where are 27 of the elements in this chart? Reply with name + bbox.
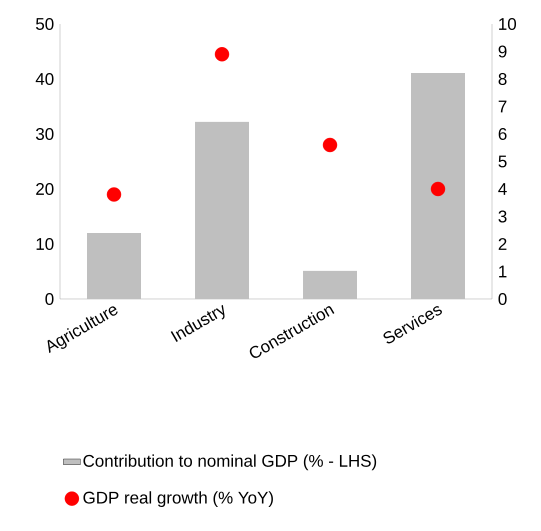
y-tick-label: 0: [45, 292, 54, 305]
y2-tick-label: 9: [498, 45, 506, 58]
point: [106, 187, 122, 202]
y2-tick-label: 8: [498, 72, 507, 85]
y-tick-label: 10: [36, 238, 54, 250]
y2-tick-label: 6: [498, 128, 507, 140]
y-tick-label: 20: [36, 182, 54, 195]
y2-tick-label: 0: [498, 292, 507, 305]
point: [214, 47, 230, 62]
point: [430, 182, 446, 196]
y2-tick-label: 1: [499, 266, 506, 278]
legend-label: Contribution to nominal GDP (% - LHS): [83, 454, 376, 470]
y-tick-label: 30: [36, 128, 54, 140]
y2-tick-label: 7: [498, 100, 506, 112]
y2-tick-label: 3: [498, 210, 507, 222]
bar: [303, 270, 358, 299]
y-tick-label: 50: [36, 18, 54, 30]
y2-tick-label: 4: [498, 183, 507, 195]
y2-tick-label: 2: [498, 238, 506, 250]
point: [322, 138, 338, 152]
bar: [411, 72, 466, 299]
y-tick-label: 40: [36, 72, 54, 85]
bar: [87, 232, 142, 299]
legend-label: GDP real growth (% YoY): [83, 491, 273, 508]
bar: [195, 122, 250, 299]
y2-tick-label: 5: [498, 156, 507, 168]
y2-tick-label: 10: [499, 18, 516, 30]
